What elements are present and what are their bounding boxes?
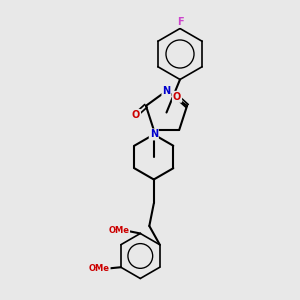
Text: N: N [150,130,158,140]
Text: OMe: OMe [108,226,129,235]
Text: F: F [177,17,183,27]
Text: O: O [132,110,140,120]
Text: O: O [173,92,181,102]
Text: OMe: OMe [89,264,110,273]
Text: N: N [162,86,171,96]
